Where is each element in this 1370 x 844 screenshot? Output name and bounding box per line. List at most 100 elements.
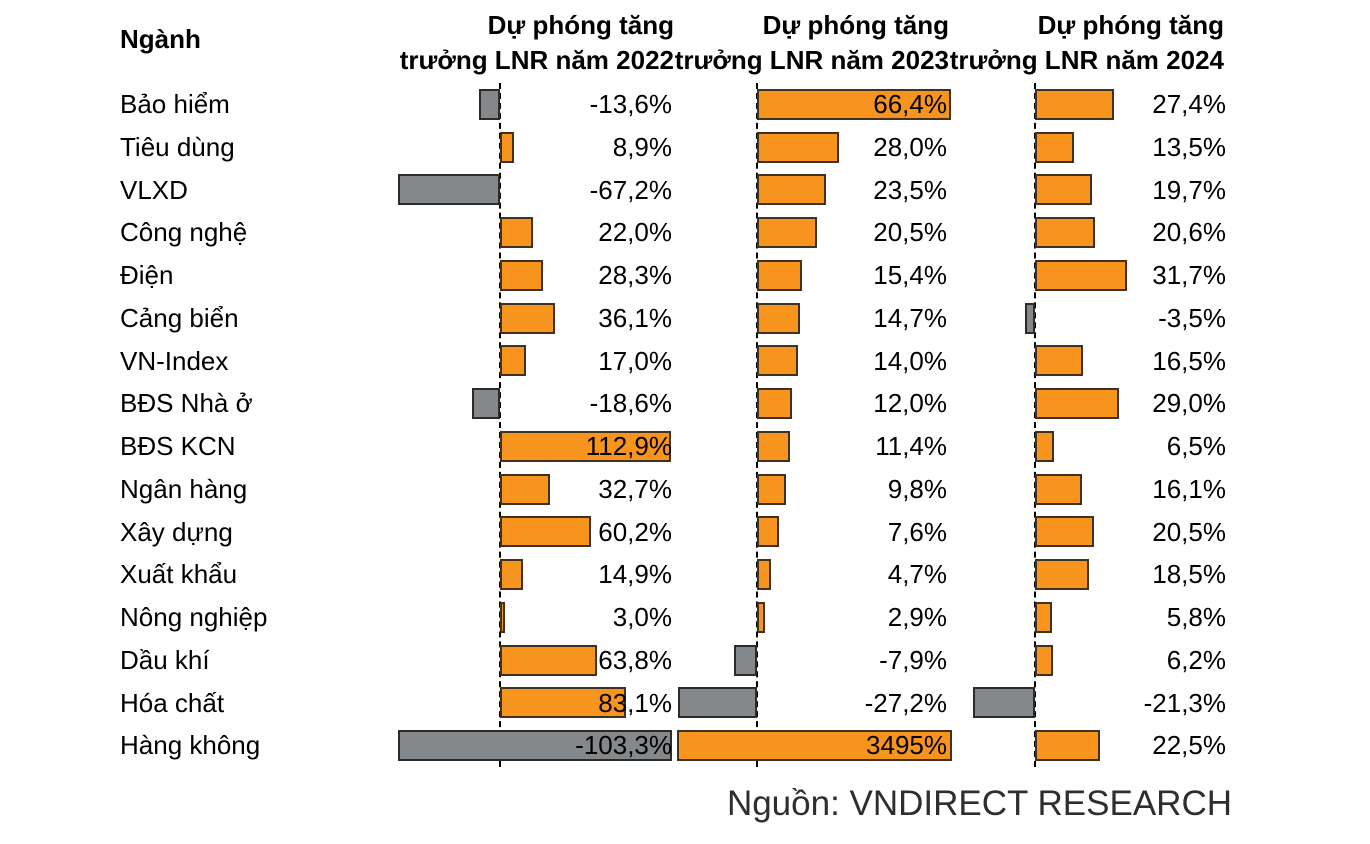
value-label-2022: 8,9% <box>612 131 672 162</box>
value-label-2023: 23,5% <box>873 174 947 205</box>
bar-2023 <box>757 559 771 591</box>
zero-axis-line-2022 <box>499 83 501 767</box>
bar-2023 <box>757 430 791 462</box>
bar-2022 <box>471 388 500 420</box>
bar-2024 <box>1035 259 1127 291</box>
value-label-2023: 28,0% <box>873 131 947 162</box>
bar-2023 <box>757 174 826 206</box>
column-header-2023-line2: trưởng LNR năm 2023 <box>674 45 949 75</box>
category-label: Nông nghiệp <box>120 602 268 632</box>
bar-2022 <box>500 131 514 163</box>
bar-2022 <box>500 259 543 291</box>
category-label: BĐS Nhà ở <box>120 388 253 419</box>
bar-2024 <box>1024 302 1035 334</box>
column-header-2024-line1: Dự phóng tăng <box>1037 10 1224 40</box>
bar-2024 <box>1035 473 1082 505</box>
category-label: VN-Index <box>120 345 229 376</box>
value-label-2024: 6,5% <box>1166 431 1226 461</box>
value-label-2024: 31,7% <box>1152 260 1226 290</box>
value-label-2024: 5,8% <box>1166 602 1226 632</box>
value-label-2023: 15,4% <box>873 260 947 290</box>
value-label-2022: 36,1% <box>598 302 672 333</box>
bar-2023 <box>757 88 951 120</box>
bar-2022 <box>500 345 526 377</box>
bar-2024 <box>1035 174 1093 206</box>
bar-2022 <box>500 302 555 334</box>
value-label-2022: 3,0% <box>612 602 672 632</box>
bar-2024 <box>1035 217 1095 249</box>
bar-2022 <box>500 516 592 548</box>
bar-2023 <box>757 131 839 163</box>
category-label: Xây dựng <box>120 516 233 547</box>
bar-2024 <box>973 687 1035 719</box>
column-header-2022-line1: Dự phóng tăng <box>487 10 674 40</box>
category-label: Dầu khí <box>120 644 210 675</box>
bar-2024 <box>1035 516 1095 548</box>
category-label: Tiêu dùng <box>120 131 235 162</box>
bar-2024 <box>1035 388 1120 420</box>
value-label-2022: 14,9% <box>598 559 672 590</box>
zero-axis-line-2023 <box>756 83 758 767</box>
bar-2023 <box>757 345 798 377</box>
value-label-2022: -67,2% <box>589 174 672 205</box>
value-label-2024: 29,0% <box>1152 388 1226 419</box>
value-label-2024: 18,5% <box>1152 559 1226 590</box>
value-label-2023: 66,4% <box>873 89 947 119</box>
value-label-2023: 4,7% <box>887 559 947 590</box>
value-label-2022: -13,6% <box>589 89 672 119</box>
value-label-2023: 7,6% <box>887 516 947 547</box>
column-header-2023-line1: Dự phóng tăng <box>762 10 949 40</box>
industry-column-header: Ngành <box>120 24 201 54</box>
value-label-2022: -18,6% <box>589 388 672 419</box>
bar-2022 <box>500 217 534 249</box>
value-label-2023: -27,2% <box>864 687 947 718</box>
value-label-2023: 12,0% <box>873 388 947 419</box>
bar-2023 <box>757 388 793 420</box>
category-label: Ngân hàng <box>120 473 248 504</box>
bar-2022 <box>500 473 550 505</box>
zero-axis-line-2024 <box>1034 83 1036 767</box>
category-label: Công nghệ <box>120 217 248 248</box>
value-label-2024: -21,3% <box>1143 687 1226 718</box>
category-label: BĐS KCN <box>120 431 236 461</box>
value-label-2022: 22,0% <box>598 217 672 248</box>
value-label-2024: 19,7% <box>1152 174 1226 205</box>
bar-2024 <box>1035 345 1083 377</box>
value-label-2023: 9,8% <box>887 473 947 504</box>
bar-2022 <box>398 730 672 762</box>
bar-2024 <box>1035 430 1054 462</box>
value-label-2024: 13,5% <box>1152 131 1226 162</box>
category-label: Hàng không <box>120 730 261 761</box>
value-label-2024: -3,5% <box>1158 302 1226 333</box>
bar-2023 <box>757 601 766 633</box>
value-label-2024: 16,5% <box>1152 345 1226 376</box>
category-label: VLXD <box>120 174 188 205</box>
bar-2023 <box>757 217 817 249</box>
value-label-2023: 14,0% <box>873 345 947 376</box>
value-label-2024: 20,6% <box>1152 217 1226 248</box>
bar-2022 <box>500 687 627 719</box>
bar-2023 <box>733 644 757 676</box>
category-label: Bảo hiểm <box>120 89 230 119</box>
bar-2022 <box>500 644 597 676</box>
bar-2022 <box>500 559 523 591</box>
value-label-2022: 63,8% <box>598 644 672 675</box>
value-label-2024: 27,4% <box>1152 89 1226 119</box>
bar-2024 <box>1035 559 1089 591</box>
value-label-2023: 2,9% <box>887 602 947 632</box>
bar-2022 <box>500 430 672 462</box>
value-label-2023: 11,4% <box>875 431 947 461</box>
bar-2024 <box>1035 730 1101 762</box>
value-label-2022: -103,3% <box>575 730 672 761</box>
value-label-2022: 60,2% <box>598 516 672 547</box>
value-label-2023: 14,7% <box>873 302 947 333</box>
category-label: Hóa chất <box>120 687 225 718</box>
category-label: Điện <box>120 260 174 290</box>
value-label-2023: 3495% <box>866 730 947 761</box>
category-label: Xuất khẩu <box>120 559 238 590</box>
bar-2023 <box>757 516 780 548</box>
value-label-2023: 20,5% <box>873 217 947 248</box>
value-label-2024: 6,2% <box>1166 644 1226 675</box>
value-label-2022: 112,9% <box>585 431 672 461</box>
